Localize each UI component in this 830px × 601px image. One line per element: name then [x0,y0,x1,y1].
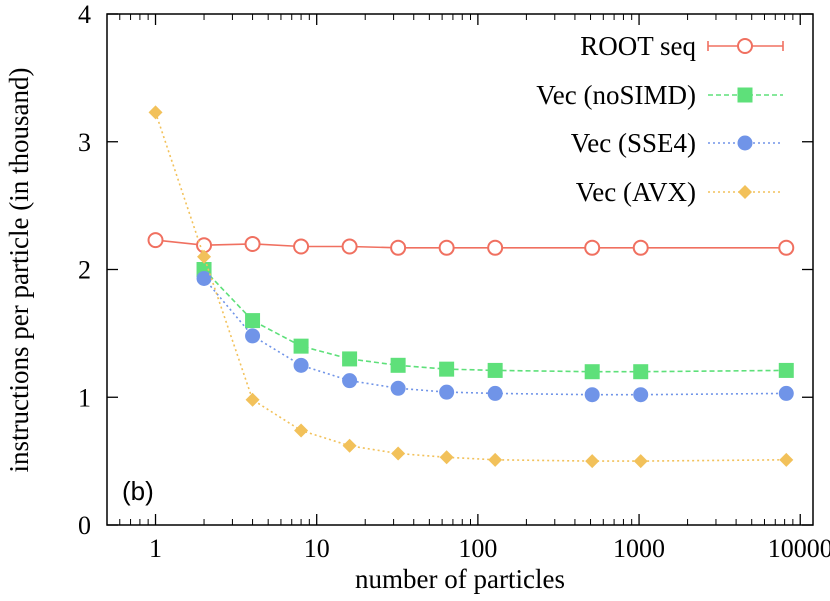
y-axis-title: instructions per particle (in thousand) [4,68,34,473]
series-layer [147,105,795,469]
legend: ROOT seq Vec (noSIMD) Vec (SSE4) Vec (AVX) [536,31,784,207]
data-point [584,364,600,380]
data-point [342,351,358,367]
data-point [488,452,503,467]
series-line [154,112,787,462]
legend-label: Vec (AVX) [576,177,696,207]
y-tick-label: 3 [78,128,91,157]
data-point [778,385,794,401]
data-point [779,452,794,467]
series-line [203,268,787,373]
legend-entry-2: Vec (SSE4) [571,128,783,158]
x-tick-label: 10000 [768,534,830,563]
data-point [439,384,455,400]
y-tick-label: 0 [78,511,91,540]
legend-marker [738,185,752,199]
x-tick-label: 1 [149,534,162,563]
data-point [196,270,212,286]
data-point [293,338,309,354]
data-point [439,361,455,377]
data-point [341,238,358,255]
x-tick-label: 100 [458,534,497,563]
data-point [244,235,261,252]
plot-frame [106,13,814,526]
data-point [147,232,164,249]
series-line [203,277,787,396]
data-point [438,239,455,256]
legend-entry-1: Vec (noSIMD) [536,80,783,110]
y-tick-label: 4 [78,0,91,29]
data-point [584,387,600,403]
legend-label: Vec (noSIMD) [536,80,696,110]
data-point [633,364,649,380]
x-tick-label: 10 [304,534,330,563]
x-axis-title: number of particles [355,564,565,594]
data-point [633,387,649,403]
data-point [293,238,310,255]
legend-marker [737,38,753,54]
data-point [778,362,794,378]
legend-entry-3: Vec (AVX) [576,177,783,207]
data-point [342,438,357,453]
data-point [245,313,261,329]
x-tick-label: 1000 [613,534,665,563]
legend-label: Vec (SSE4) [571,128,696,158]
y-tick-label: 1 [78,383,91,412]
series-2 [196,270,794,403]
data-point [197,249,212,264]
data-point [487,362,503,378]
data-point [148,105,163,120]
data-point [245,392,260,407]
data-point [390,239,407,256]
data-point [245,328,261,344]
data-point [585,454,600,469]
data-point [342,373,358,389]
data-point [487,239,504,256]
data-point [584,239,601,256]
axis-ticks: 1 10 100 1000 10000 0 1 2 3 4 [78,0,830,563]
data-point [632,239,649,256]
legend-marker [737,135,753,151]
data-point [390,357,406,373]
data-point [390,380,406,396]
legend-label: ROOT seq [580,31,696,61]
series-3 [148,105,794,469]
panel-label: (b) [122,476,154,506]
data-point [293,357,309,373]
series-1 [196,262,794,380]
data-point [487,385,503,401]
legend-marker [737,87,753,103]
series-0 [147,232,795,256]
legend-entry-0: ROOT seq [580,31,784,61]
data-point [778,239,795,256]
y-tick-label: 2 [78,256,91,285]
data-point [294,423,309,438]
data-point [391,446,406,461]
data-point [633,454,648,469]
data-point [439,450,454,465]
